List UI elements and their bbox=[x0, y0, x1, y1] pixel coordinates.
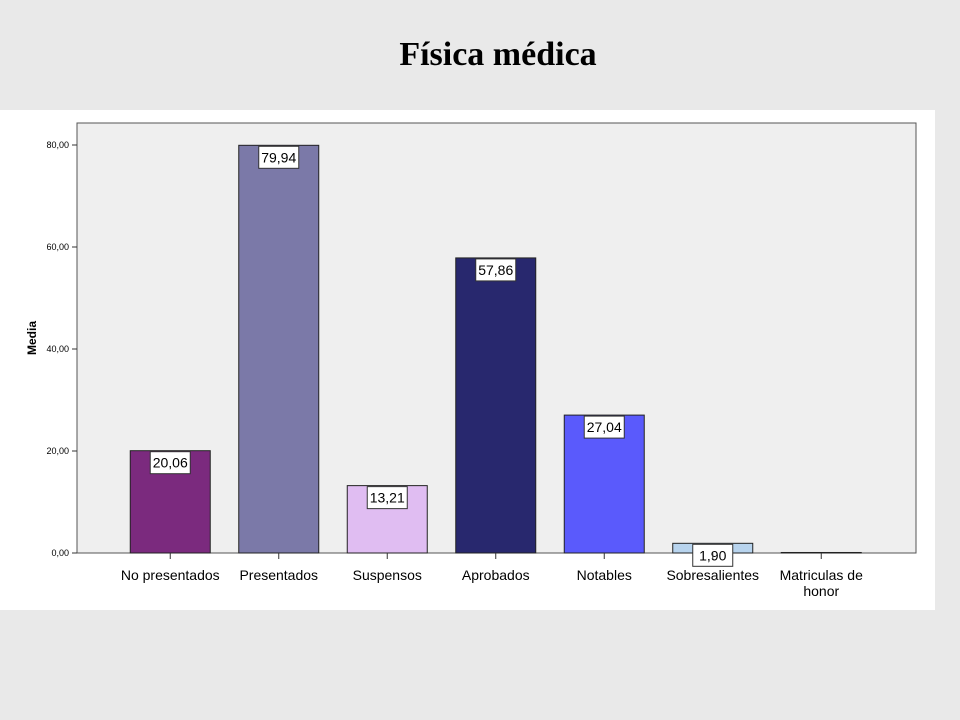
x-tick-label: No presentados bbox=[121, 567, 220, 583]
y-axis: 0,00 20,00 40,00 60,00 80,00 bbox=[46, 140, 77, 558]
x-tick-label: Matriculas de honor bbox=[780, 567, 863, 599]
data-label: 27,04 bbox=[587, 419, 622, 435]
bar bbox=[238, 144, 320, 554]
x-tick-label: Presentados bbox=[239, 567, 318, 583]
x-tick-label: Sobresalientes bbox=[666, 567, 759, 583]
bar bbox=[455, 257, 537, 554]
y-tick-label: 80,00 bbox=[46, 140, 69, 150]
bar-chart: 0,00 20,00 40,00 60,00 80,00 20,06 79,94 13,21… bbox=[25, 122, 917, 599]
y-tick-label: 0,00 bbox=[51, 548, 69, 558]
x-axis: No presentados Presentados Suspensos Aproba… bbox=[121, 553, 863, 599]
data-label-box bbox=[149, 451, 191, 475]
data-label: 79,94 bbox=[261, 149, 296, 165]
y-tick-label: 60,00 bbox=[46, 242, 69, 252]
data-label-box bbox=[366, 486, 408, 510]
data-label-box bbox=[583, 415, 625, 439]
y-axis-title: Media bbox=[25, 321, 39, 355]
chart-panel: 0,00 20,00 40,00 60,00 80,00 20,06 79,94 13,21… bbox=[0, 110, 935, 610]
data-label: 13,21 bbox=[370, 490, 405, 506]
data-label: 20,06 bbox=[153, 455, 188, 471]
x-tick-label: Suspensos bbox=[353, 567, 422, 583]
y-tick-label: 40,00 bbox=[46, 344, 69, 354]
slide-title: Física médica bbox=[399, 36, 597, 73]
x-tick-label: Aprobados bbox=[462, 567, 530, 583]
data-label-box bbox=[475, 258, 517, 282]
y-tick-label: 20,00 bbox=[46, 446, 69, 456]
bar bbox=[780, 551, 862, 554]
data-label-box bbox=[258, 145, 300, 169]
data-label: 57,86 bbox=[478, 262, 513, 278]
x-tick-label: Notables bbox=[577, 567, 632, 583]
